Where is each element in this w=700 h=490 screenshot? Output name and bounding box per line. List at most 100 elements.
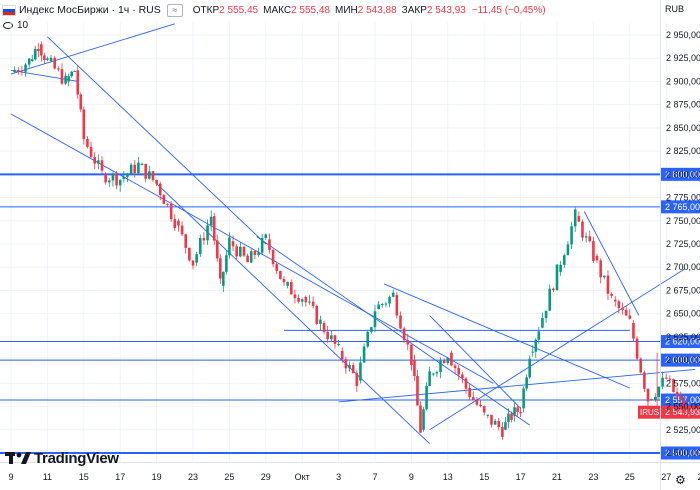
trendline xyxy=(256,236,530,426)
candle-body xyxy=(490,414,493,425)
symbol-title[interactable]: Индекс МосБиржи · 1ч · RUS xyxy=(19,4,161,16)
tradingview-logo[interactable]: TradingView xyxy=(5,450,119,467)
indicator-toggle-icon[interactable]: ≈ xyxy=(166,3,183,17)
candle-body xyxy=(355,372,359,386)
candle-body xyxy=(177,220,180,226)
candle-body xyxy=(57,68,60,70)
candle-body xyxy=(552,288,555,291)
trendline xyxy=(429,315,521,409)
candle-body xyxy=(617,301,621,309)
candle-body xyxy=(486,414,490,416)
candle-body xyxy=(188,247,191,261)
trendline xyxy=(383,283,630,389)
candle-body xyxy=(97,160,100,164)
candle-body xyxy=(40,44,43,56)
candle-body xyxy=(399,315,402,329)
candle-body xyxy=(650,399,653,401)
candle-body xyxy=(155,179,158,184)
level-tag xyxy=(661,200,700,214)
price-tick-label: 2 575,00 xyxy=(666,378,700,388)
level-tag-label: 2 620,00 xyxy=(665,337,700,347)
candle-body xyxy=(373,311,377,328)
price-tick-label: 2 525,00 xyxy=(666,425,700,435)
candle-body xyxy=(70,71,73,77)
candle-body xyxy=(664,377,668,379)
candle-body xyxy=(388,296,391,304)
candle-body xyxy=(304,296,308,303)
price-axis: 2 500,00 2 525,00 2 550,00 2 575,00 2 600,00… xyxy=(660,0,700,490)
currency-label[interactable]: RUB xyxy=(665,4,685,14)
candle-body xyxy=(435,372,439,374)
candle-body xyxy=(497,420,501,428)
candle-body xyxy=(562,255,566,265)
time-tick-label: Окт xyxy=(295,472,310,482)
time-tick-label: 11 xyxy=(43,472,52,482)
candle-body xyxy=(422,409,425,430)
candle-body xyxy=(510,413,513,420)
legend-header: Индекс МосБиржи · 1ч · RUS ≈ ОТКР 2 555,… xyxy=(0,0,660,20)
candle-body xyxy=(166,203,169,205)
candle-body xyxy=(279,270,282,280)
candle-body xyxy=(300,299,304,302)
price-tick-label: 2 500,00 xyxy=(666,448,700,458)
trendline xyxy=(583,211,640,316)
candle-body xyxy=(370,327,373,332)
candle-body xyxy=(268,239,271,250)
candle-body xyxy=(406,340,410,345)
candle-body xyxy=(592,241,595,261)
candle-body xyxy=(89,146,93,158)
time-tick-label: 25 xyxy=(224,472,234,482)
candle-body xyxy=(340,350,344,360)
candle-body xyxy=(639,358,643,373)
candle-body xyxy=(235,246,238,257)
candle-body xyxy=(79,94,83,110)
trendline xyxy=(338,368,696,403)
price-tick-label: 2 675,00 xyxy=(666,285,700,295)
volume-value: 10 xyxy=(17,20,29,31)
candle-body xyxy=(366,331,370,347)
candle-body xyxy=(482,406,486,413)
candle-body xyxy=(606,275,610,294)
candle-body xyxy=(184,234,188,248)
level-tag xyxy=(661,335,700,349)
high-value: 2 555,48 xyxy=(291,4,330,16)
candle-body xyxy=(212,216,216,241)
candle-body xyxy=(410,344,413,366)
change-value: −11,45 (−0,45%) xyxy=(471,4,546,16)
candle-body xyxy=(428,371,431,386)
candle-body xyxy=(431,373,435,375)
level-tag-label: 2 765,00 xyxy=(665,202,700,212)
candle-body xyxy=(293,294,297,299)
candle-body xyxy=(27,58,31,65)
candle-body xyxy=(595,256,599,261)
time-tick-label: 25 xyxy=(625,472,635,482)
candle-body xyxy=(180,225,184,235)
candle-body xyxy=(264,234,268,238)
time-tick-label: 9 xyxy=(8,472,13,482)
candle-body xyxy=(425,385,428,410)
candle-body xyxy=(311,301,315,306)
eye-icon[interactable] xyxy=(3,22,13,29)
candle-body xyxy=(531,351,535,353)
candle-body xyxy=(76,70,80,95)
time-tick-label: 17 xyxy=(516,472,526,482)
candle-body xyxy=(507,413,510,423)
candle-body xyxy=(683,400,686,414)
price-tick-label: 2 650,00 xyxy=(666,309,700,319)
candle-body xyxy=(528,358,531,378)
candle-body xyxy=(519,412,522,414)
candle-body xyxy=(446,357,450,364)
settings-gear-icon[interactable]: ⚙ xyxy=(675,473,686,487)
candle-body xyxy=(442,360,446,364)
level-tag-label: 2 600,00 xyxy=(665,355,700,365)
candle-body xyxy=(416,375,419,406)
candle-body xyxy=(621,308,624,310)
candle-body xyxy=(548,288,552,311)
candle-body xyxy=(162,195,166,204)
time-tick-label: 23 xyxy=(588,472,598,482)
time-axis: 9 11 15 17 19 23 25 29 Окт 3 7 9 13 15 17 21 23 25 27 29 xyxy=(0,462,700,482)
time-tick-label: 15 xyxy=(479,472,489,482)
candle-body xyxy=(413,360,416,376)
candle-body xyxy=(67,76,70,82)
